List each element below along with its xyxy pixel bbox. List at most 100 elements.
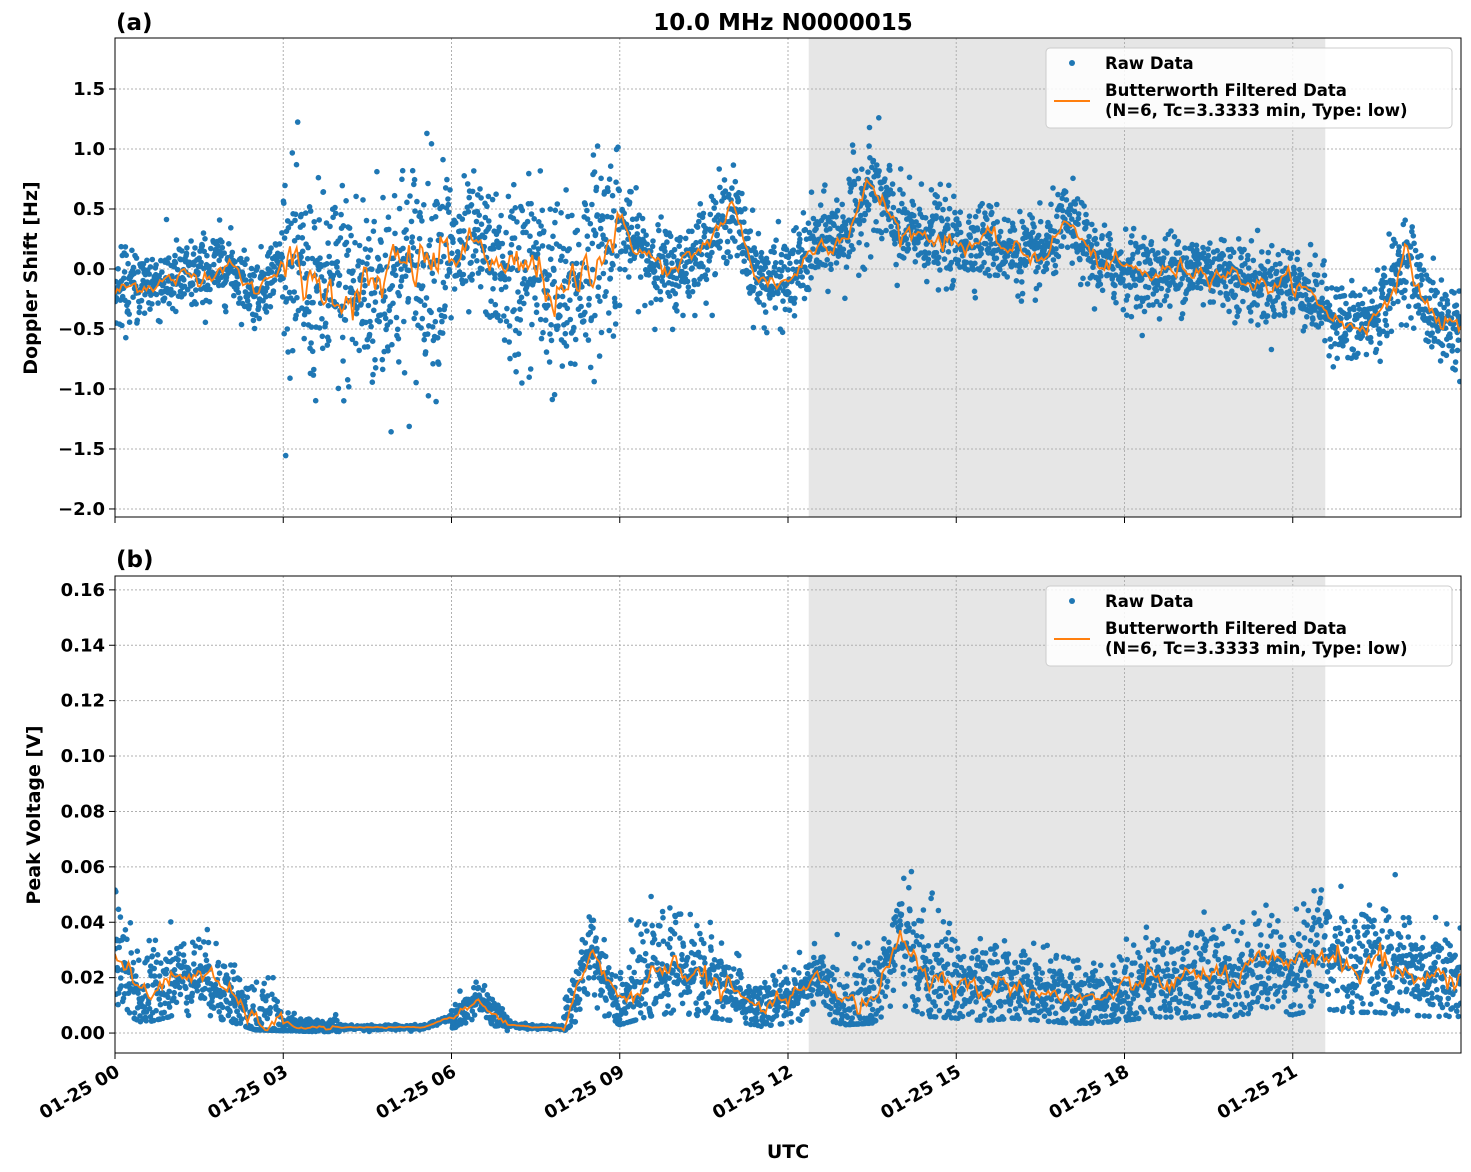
raw-point [584, 233, 591, 239]
raw-point [350, 268, 356, 274]
raw-point [202, 236, 208, 242]
raw-point [587, 929, 594, 936]
raw-point [592, 312, 598, 319]
raw-point [300, 260, 307, 267]
raw-point [289, 347, 296, 354]
raw-point [1050, 257, 1057, 263]
y-tick-label: −2.0 [58, 499, 105, 520]
raw-point [554, 201, 561, 207]
raw-point [130, 264, 137, 271]
raw-point [1033, 285, 1040, 292]
raw-point [206, 299, 213, 305]
raw-point [506, 339, 512, 345]
raw-point [352, 340, 359, 347]
legend-filtered-params: (N=6, Tc=3.3333 min, Type: low) [1105, 101, 1408, 120]
raw-point [1346, 313, 1352, 320]
raw-point [404, 199, 410, 206]
raw-point [611, 295, 618, 302]
raw-point [403, 227, 409, 233]
raw-point [1425, 338, 1432, 345]
y-tick-label: 0.5 [73, 199, 105, 220]
raw-point [884, 199, 891, 205]
raw-point [246, 302, 253, 309]
raw-point [1264, 301, 1270, 307]
raw-point [291, 1010, 298, 1017]
raw-point [719, 213, 726, 219]
raw-point [1359, 300, 1366, 307]
raw-point [807, 254, 813, 260]
raw-point [595, 293, 601, 300]
raw-point [850, 149, 857, 155]
raw-point [321, 278, 328, 284]
raw-point [412, 310, 419, 316]
raw-point [721, 177, 728, 183]
raw-point [622, 266, 628, 273]
raw-point [1430, 255, 1437, 261]
raw-point [118, 243, 124, 250]
raw-point [800, 282, 806, 289]
raw-point [683, 270, 689, 277]
raw-point [149, 301, 155, 307]
raw-point [567, 316, 574, 323]
raw-point [237, 295, 243, 302]
raw-point [301, 335, 308, 342]
raw-point [549, 245, 555, 252]
raw-point [241, 247, 247, 253]
raw-point [472, 248, 479, 254]
raw-point [1383, 322, 1390, 329]
raw-point [251, 987, 257, 993]
raw-point [444, 176, 450, 183]
raw-point [398, 266, 404, 273]
y-tick-label: −0.5 [58, 319, 105, 340]
raw-point [865, 169, 871, 175]
raw-point [1437, 301, 1443, 307]
raw-point [425, 393, 432, 399]
raw-point [326, 337, 332, 344]
raw-point [628, 189, 634, 195]
raw-point [667, 233, 674, 240]
raw-point [250, 317, 257, 324]
raw-point [1326, 302, 1333, 309]
raw-point [1070, 175, 1076, 182]
raw-point [811, 239, 818, 245]
raw-point [771, 249, 777, 256]
raw-point [115, 1001, 121, 1008]
raw-point [474, 258, 480, 264]
raw-point [998, 249, 1005, 256]
raw-point [1296, 266, 1303, 273]
raw-point [254, 264, 261, 270]
raw-point [607, 275, 614, 282]
raw-point [238, 1016, 245, 1022]
raw-point [189, 990, 196, 997]
raw-point [593, 184, 600, 191]
raw-point [617, 975, 624, 982]
raw-point [416, 235, 423, 242]
raw-point [524, 290, 530, 297]
raw-point [479, 266, 485, 272]
raw-point [746, 269, 752, 276]
raw-point [1066, 211, 1073, 218]
raw-point [1193, 242, 1200, 249]
raw-point [378, 239, 384, 245]
raw-point [314, 288, 320, 294]
raw-point [337, 235, 344, 241]
raw-point [1372, 286, 1378, 292]
raw-point [730, 162, 737, 168]
raw-point [201, 995, 208, 1002]
raw-point [980, 221, 986, 228]
raw-point [168, 1013, 175, 1019]
raw-point [1106, 230, 1113, 237]
raw-point [624, 244, 631, 250]
raw-point [642, 302, 648, 309]
raw-point [777, 273, 784, 280]
raw-point [580, 962, 587, 969]
raw-point [1128, 313, 1135, 320]
raw-point [286, 289, 293, 296]
raw-point [576, 241, 582, 248]
panel-a-ylabel: Doppler Shift [Hz] [20, 181, 42, 374]
raw-point [1179, 275, 1185, 282]
raw-point [135, 990, 141, 996]
raw-point [1250, 257, 1257, 264]
raw-point [469, 1016, 475, 1023]
